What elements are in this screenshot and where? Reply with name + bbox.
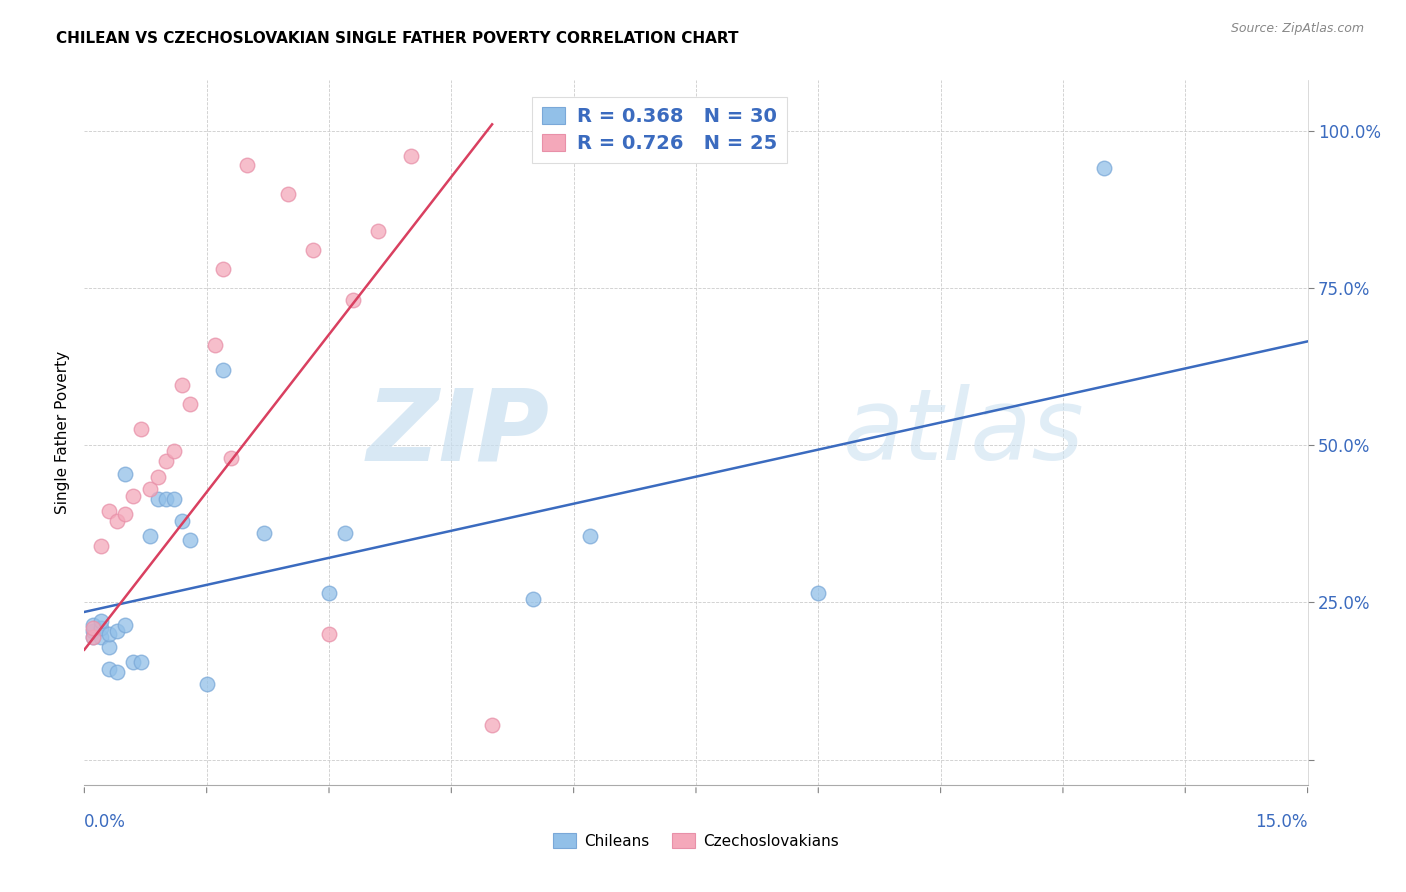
Point [97, 640, 120, 654]
Point [318, 586, 340, 600]
Point [522, 592, 544, 607]
Point [335, 526, 357, 541]
Point [253, 526, 276, 541]
Text: CHILEAN VS CZECHOSLOVAKIAN SINGLE FATHER POVERTY CORRELATION CHART: CHILEAN VS CZECHOSLOVAKIAN SINGLE FATHER… [56, 31, 738, 46]
Point [163, 444, 186, 458]
Point [236, 158, 259, 172]
Text: 15.0%: 15.0% [1256, 814, 1308, 831]
Point [114, 467, 136, 481]
Point [212, 362, 235, 376]
Point [172, 378, 194, 392]
Legend: R = 0.368   N = 30, R = 0.726   N = 25: R = 0.368 N = 30, R = 0.726 N = 25 [531, 97, 786, 163]
Point [155, 491, 177, 506]
Point [146, 469, 169, 483]
Point [82, 630, 104, 644]
Point [179, 533, 201, 547]
Point [212, 262, 235, 277]
Point [114, 508, 136, 522]
Point [90, 539, 112, 553]
Point [219, 450, 242, 465]
Point [318, 627, 340, 641]
Point [82, 624, 104, 638]
Point [301, 243, 323, 257]
Point [90, 630, 112, 644]
Point [481, 718, 503, 732]
Y-axis label: Single Father Poverty: Single Father Poverty [55, 351, 70, 514]
Point [105, 514, 128, 528]
Point [579, 529, 602, 543]
Point [90, 615, 112, 629]
Text: 0.0%: 0.0% [84, 814, 127, 831]
Point [97, 504, 120, 518]
Point [114, 617, 136, 632]
Point [122, 489, 145, 503]
Text: Source: ZipAtlas.com: Source: ZipAtlas.com [1230, 22, 1364, 36]
Point [146, 491, 169, 506]
Point [195, 677, 218, 691]
Text: ZIP: ZIP [366, 384, 550, 481]
Point [138, 529, 160, 543]
Point [105, 665, 128, 679]
Point [97, 627, 120, 641]
Point [131, 655, 153, 669]
Point [138, 482, 160, 496]
Point [399, 149, 422, 163]
Point [82, 621, 104, 635]
Point [342, 293, 364, 308]
Point [82, 630, 104, 644]
Point [131, 422, 153, 436]
Point [90, 621, 112, 635]
Text: atlas: atlas [842, 384, 1084, 481]
Point [179, 397, 201, 411]
Point [204, 337, 226, 351]
Point [155, 454, 177, 468]
Point [97, 662, 120, 676]
Point [367, 224, 389, 238]
Point [105, 624, 128, 638]
Point [807, 586, 830, 600]
Point [122, 655, 145, 669]
Point [82, 617, 104, 632]
Point [277, 186, 299, 201]
Point [172, 514, 194, 528]
Point [163, 491, 186, 506]
Point [1092, 161, 1115, 176]
